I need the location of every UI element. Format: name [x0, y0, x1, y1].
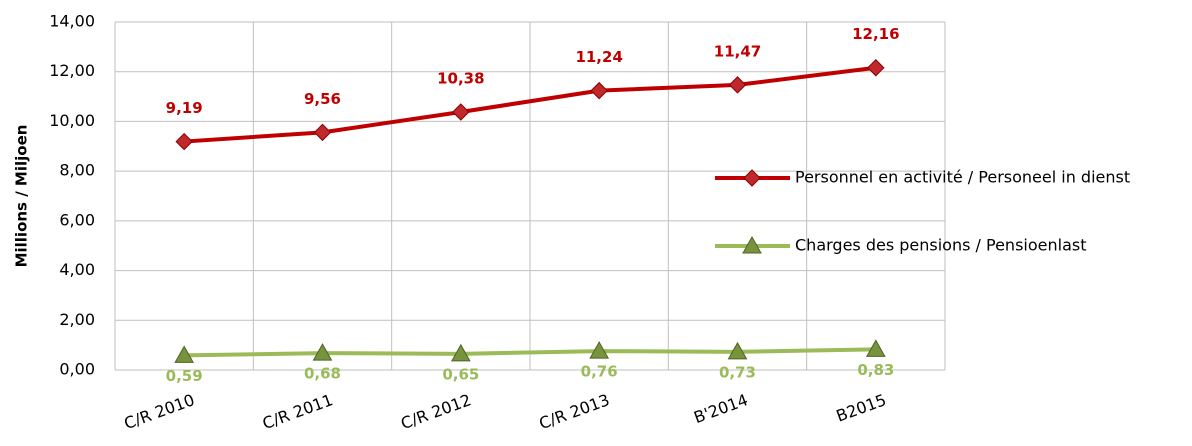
data-label: 10,38 [437, 69, 484, 87]
data-label: 9,19 [166, 99, 203, 117]
y-tick-label: 12,00 [49, 61, 95, 80]
y-tick-label: 10,00 [49, 111, 95, 130]
marker [589, 341, 610, 359]
data-label: 9,56 [304, 90, 341, 108]
data-label: 0,65 [442, 365, 479, 383]
data-label: 0,83 [857, 361, 894, 379]
legend-label: Charges des pensions / Pensioenlast [795, 236, 1086, 255]
data-label: 0,76 [581, 363, 618, 381]
legend-marker [743, 169, 761, 187]
data-label: 0,73 [719, 363, 756, 381]
x-tick-label: C/R 2011 [260, 390, 336, 433]
x-tick-label: C/R 2010 [122, 390, 198, 433]
marker [313, 123, 332, 142]
data-label: 0,68 [304, 365, 341, 383]
data-label: 11,24 [575, 48, 622, 66]
y-tick-label: 4,00 [59, 260, 95, 279]
x-tick-label: C/R 2012 [398, 390, 474, 433]
marker [728, 76, 747, 94]
y-tick-label: 14,00 [49, 12, 95, 31]
series-line [184, 347, 876, 358]
marker [727, 341, 748, 360]
x-tick-label: C/R 2013 [537, 390, 613, 433]
marker [865, 339, 886, 357]
x-tick-label: B'2014 [691, 390, 750, 427]
marker [175, 132, 193, 151]
legend-marker [742, 235, 762, 254]
data-label: 12,16 [852, 25, 899, 43]
marker [450, 343, 471, 362]
marker [312, 343, 333, 361]
data-label: 11,47 [714, 42, 761, 60]
y-tick-label: 6,00 [59, 210, 95, 229]
legend-label: Personnel en activité / Personeel in die… [795, 168, 1130, 187]
x-tick-label: B2015 [834, 390, 889, 426]
marker [452, 103, 470, 121]
data-label: 0,59 [166, 367, 203, 385]
marker [174, 345, 195, 363]
marker [867, 59, 885, 77]
y-tick-label: 2,00 [59, 310, 95, 329]
series-line [184, 65, 877, 144]
y-tick-label: 8,00 [59, 161, 95, 180]
y-axis-label: Millions / Miljoen [13, 125, 31, 268]
y-tick-label: 0,00 [59, 360, 95, 379]
marker [590, 81, 608, 100]
